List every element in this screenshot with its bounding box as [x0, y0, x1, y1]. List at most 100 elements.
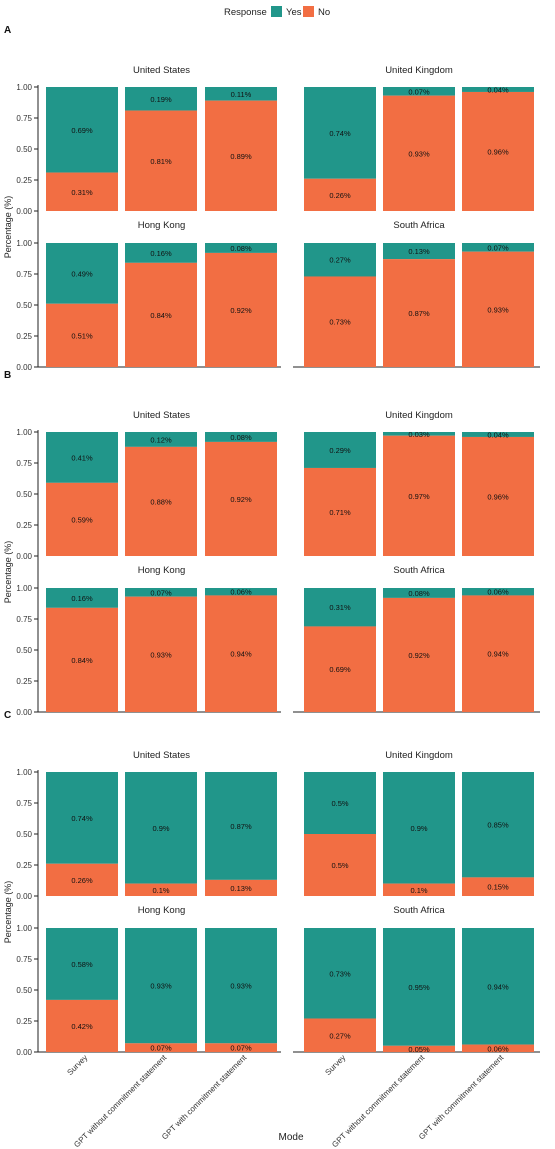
y-tick-label: 0.25 [16, 677, 32, 686]
bar-segment-no [304, 626, 376, 712]
facet: Hong Kong 0.00 0.25 0.50 0.75 1.00 0.58% 0.42% 0… [16, 905, 277, 1057]
data-label-no: 0.26% [71, 876, 93, 885]
bar-segment-no [462, 436, 534, 556]
bar-segment-yes [383, 432, 455, 436]
x-tick-label: GPT without commitment statement [72, 1053, 169, 1149]
data-label-no: 0.89% [230, 152, 252, 161]
legend-swatch-no [303, 6, 314, 17]
facet: Hong Kong 0.00 0.25 0.50 0.75 1.00 0.49% 0.51% 0… [16, 220, 277, 372]
data-label-no: 0.92% [408, 651, 430, 660]
data-label-yes: 0.12% [150, 435, 172, 444]
facet: United Kingdom 0.29% 0.71% 0.03% 0.97% 0.04% 0… [304, 410, 534, 556]
bar-segment-yes [304, 87, 376, 179]
bar-segment-no [383, 95, 455, 211]
y-tick-label: 0.00 [16, 552, 32, 561]
data-label-no: 0.26% [329, 191, 351, 200]
legend-title: Response [224, 7, 267, 18]
data-label-yes: 0.06% [487, 588, 509, 597]
y-tick-label: 0.75 [16, 270, 32, 279]
data-label-yes: 0.31% [329, 603, 351, 612]
y-tick-label: 0.75 [16, 459, 32, 468]
bar-segment-no [46, 999, 118, 1052]
facet: United Kingdom 0.74% 0.26% 0.07% 0.93% 0.04% 0… [304, 65, 534, 211]
bar-segment-yes [383, 772, 455, 884]
bar-segment-yes [304, 588, 376, 627]
data-label-no: 0.1% [152, 886, 169, 895]
data-label-no: 0.92% [230, 306, 252, 315]
y-tick-label: 0.50 [16, 301, 32, 310]
facet-title: United States [133, 65, 190, 76]
data-label-yes: 0.95% [408, 983, 430, 992]
facet: South Africa 0.27% 0.73% 0.13% 0.87% 0.07% 0.9… [304, 220, 534, 367]
data-label-no: 0.59% [71, 515, 93, 524]
facet-title: Hong Kong [138, 220, 186, 231]
bar-segment-yes [205, 432, 277, 442]
data-label-no: 0.69% [329, 665, 351, 674]
y-tick-label: 0.00 [16, 1048, 32, 1057]
bar-segment-no [205, 1043, 277, 1052]
data-label-no: 0.94% [487, 650, 509, 659]
facet-title: South Africa [393, 220, 445, 231]
bar-segment-no [125, 110, 197, 211]
bar-segment-yes [304, 432, 376, 468]
data-label-no: 0.94% [230, 650, 252, 659]
data-label-yes: 0.87% [230, 822, 252, 831]
facet: South Africa 0.73% 0.27% 0.95% 0.05% 0.94% 0.0… [304, 905, 534, 1054]
data-label-yes: 0.9% [410, 824, 427, 833]
y-tick-label: 0.25 [16, 176, 32, 185]
data-label-yes: 0.06% [230, 588, 252, 597]
data-label-no: 0.81% [150, 157, 172, 166]
bar-segment-yes [304, 772, 376, 834]
bar-segment-yes [462, 928, 534, 1045]
data-label-yes: 0.13% [408, 247, 430, 256]
panel-c: C Percentage (%) United States 0.00 0.25 0.50… [3, 710, 540, 1057]
data-label-no: 0.87% [408, 309, 430, 318]
facet-title: United Kingdom [385, 65, 453, 76]
bar-segment-yes [125, 588, 197, 597]
bar-segment-yes [46, 772, 118, 864]
bar-segment-no [304, 467, 376, 556]
bar-segment-no [205, 879, 277, 896]
bar-segment-no [46, 303, 118, 367]
bar-segment-yes [462, 87, 534, 92]
data-label-yes: 0.5% [331, 799, 348, 808]
data-label-no: 0.05% [408, 1045, 430, 1054]
y-tick-label: 0.00 [16, 363, 32, 372]
y-axis-title: Percentage (%) [3, 881, 13, 944]
bar-segment-no [304, 834, 376, 896]
bar-segment-no [462, 877, 534, 896]
data-label-yes: 0.58% [71, 960, 93, 969]
data-label-yes: 0.73% [329, 969, 351, 978]
legend-label-no: No [318, 7, 330, 18]
bar-segment-no [125, 883, 197, 896]
y-tick-label: 0.50 [16, 490, 32, 499]
bar-segment-no [383, 1045, 455, 1052]
data-label-yes: 0.19% [150, 95, 172, 104]
bar-segment-no [205, 100, 277, 211]
bar-segment-yes [46, 928, 118, 1000]
y-tick-label: 0.50 [16, 145, 32, 154]
bar-segment-no [205, 252, 277, 367]
data-label-no: 0.84% [150, 311, 172, 320]
y-tick-label: 1.00 [16, 924, 32, 933]
bar-segment-yes [304, 243, 376, 277]
y-tick-label: 0.75 [16, 114, 32, 123]
bar-segment-yes [205, 243, 277, 253]
data-label-yes: 0.27% [329, 256, 351, 265]
bar-segment-yes [462, 772, 534, 878]
data-label-no: 0.13% [230, 884, 252, 893]
data-label-no: 0.84% [71, 656, 93, 665]
panel-label: B [4, 370, 11, 381]
legend-label-yes: Yes [286, 7, 302, 18]
y-tick-label: 1.00 [16, 584, 32, 593]
bar-segment-no [125, 1043, 197, 1052]
data-label-no: 0.06% [487, 1044, 509, 1053]
y-tick-label: 0.75 [16, 799, 32, 808]
bar-segment-yes [383, 87, 455, 96]
facet-title: United States [133, 750, 190, 761]
data-label-yes: 0.49% [71, 269, 93, 278]
facet: United States 0.00 0.25 0.50 0.75 1.00 0.41% 0.… [16, 410, 277, 561]
data-label-no: 0.31% [71, 188, 93, 197]
facet-title: United Kingdom [385, 750, 453, 761]
bar-segment-no [383, 597, 455, 712]
